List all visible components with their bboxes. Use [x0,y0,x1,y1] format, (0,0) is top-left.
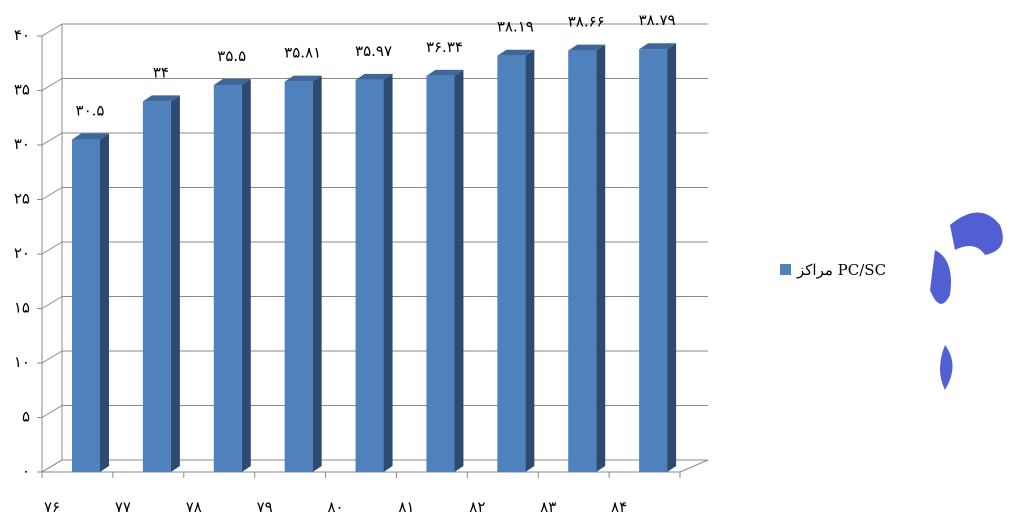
bar-top [497,49,535,56]
value-label: ۳۸.۷۹ [639,11,676,29]
bar [639,49,668,473]
bar-top [568,44,606,51]
bar-top [213,79,251,86]
grid-line [41,78,63,91]
bar-top [284,75,322,82]
y-tick-label: ۳۰ [14,135,30,153]
grid-line [41,132,63,146]
bar-top [72,133,109,140]
floor-edge [679,459,709,473]
legend-label: مراکز PC/SC [796,261,886,279]
x-tick-label: ۸۱ [398,498,414,516]
y-tick-label: ۳۵ [14,81,30,99]
y-tick-label: ۵ [22,408,30,426]
x-tick-label: ۸۴ [611,498,627,516]
bar [426,75,455,473]
y-tick-label: ۱۵ [14,299,30,317]
x-tick-label: ۷۷ [115,498,131,516]
bar [355,79,384,472]
bar-side [667,43,677,473]
bar-side [170,95,180,473]
bar [142,101,171,473]
grid-line [41,296,63,309]
value-label: ۳۵.۵ [217,47,246,65]
bar-side [312,75,322,473]
bar-side [525,49,535,472]
bar [284,81,313,473]
bar [72,139,100,473]
grid-line [41,350,63,364]
bar-top [639,43,677,50]
value-label: ۳۸.۱۹ [497,18,534,36]
value-label: ۳۵.۹۷ [355,42,392,60]
grid-line [41,187,63,200]
grid-line [41,23,63,37]
bar-top [355,73,393,80]
bar [497,55,526,472]
bar [213,85,242,473]
bar-top [426,69,464,76]
value-label: ۳۵.۸۱ [284,44,321,62]
bar-side [454,69,464,473]
y-tick-label: ۲۰ [14,244,30,262]
bar-side [100,133,109,473]
y-tick-label: ۱۰ [14,353,30,371]
y-tick-label: ۲۵ [14,190,30,208]
bar-side [241,79,251,473]
value-label: ۳۰.۵ [76,102,105,120]
value-label: ۳۴ [153,63,169,81]
bar-top [142,95,180,102]
x-tick-label: ۸۰ [327,498,343,516]
legend-swatch [780,264,791,275]
x-tick-label: ۷۹ [257,498,273,516]
bar-side [383,73,393,472]
grid-line [41,405,63,418]
grid-line [41,241,63,255]
x-tick-label: ۸۳ [540,498,556,516]
watermark [930,212,1003,390]
value-label: ۳۸.۶۶ [568,13,605,31]
y-tick-label: ۴۰ [14,26,30,44]
x-tick-label: ۷۸ [186,498,202,516]
x-tick-label: ۷۶ [44,498,60,516]
value-label: ۳۶.۳۴ [426,38,463,56]
y-tick-label: ۰ [22,462,30,480]
bar-side [596,44,606,473]
grid-line [41,459,63,473]
x-tick-label: ۸۲ [469,498,485,516]
bar [568,50,597,473]
